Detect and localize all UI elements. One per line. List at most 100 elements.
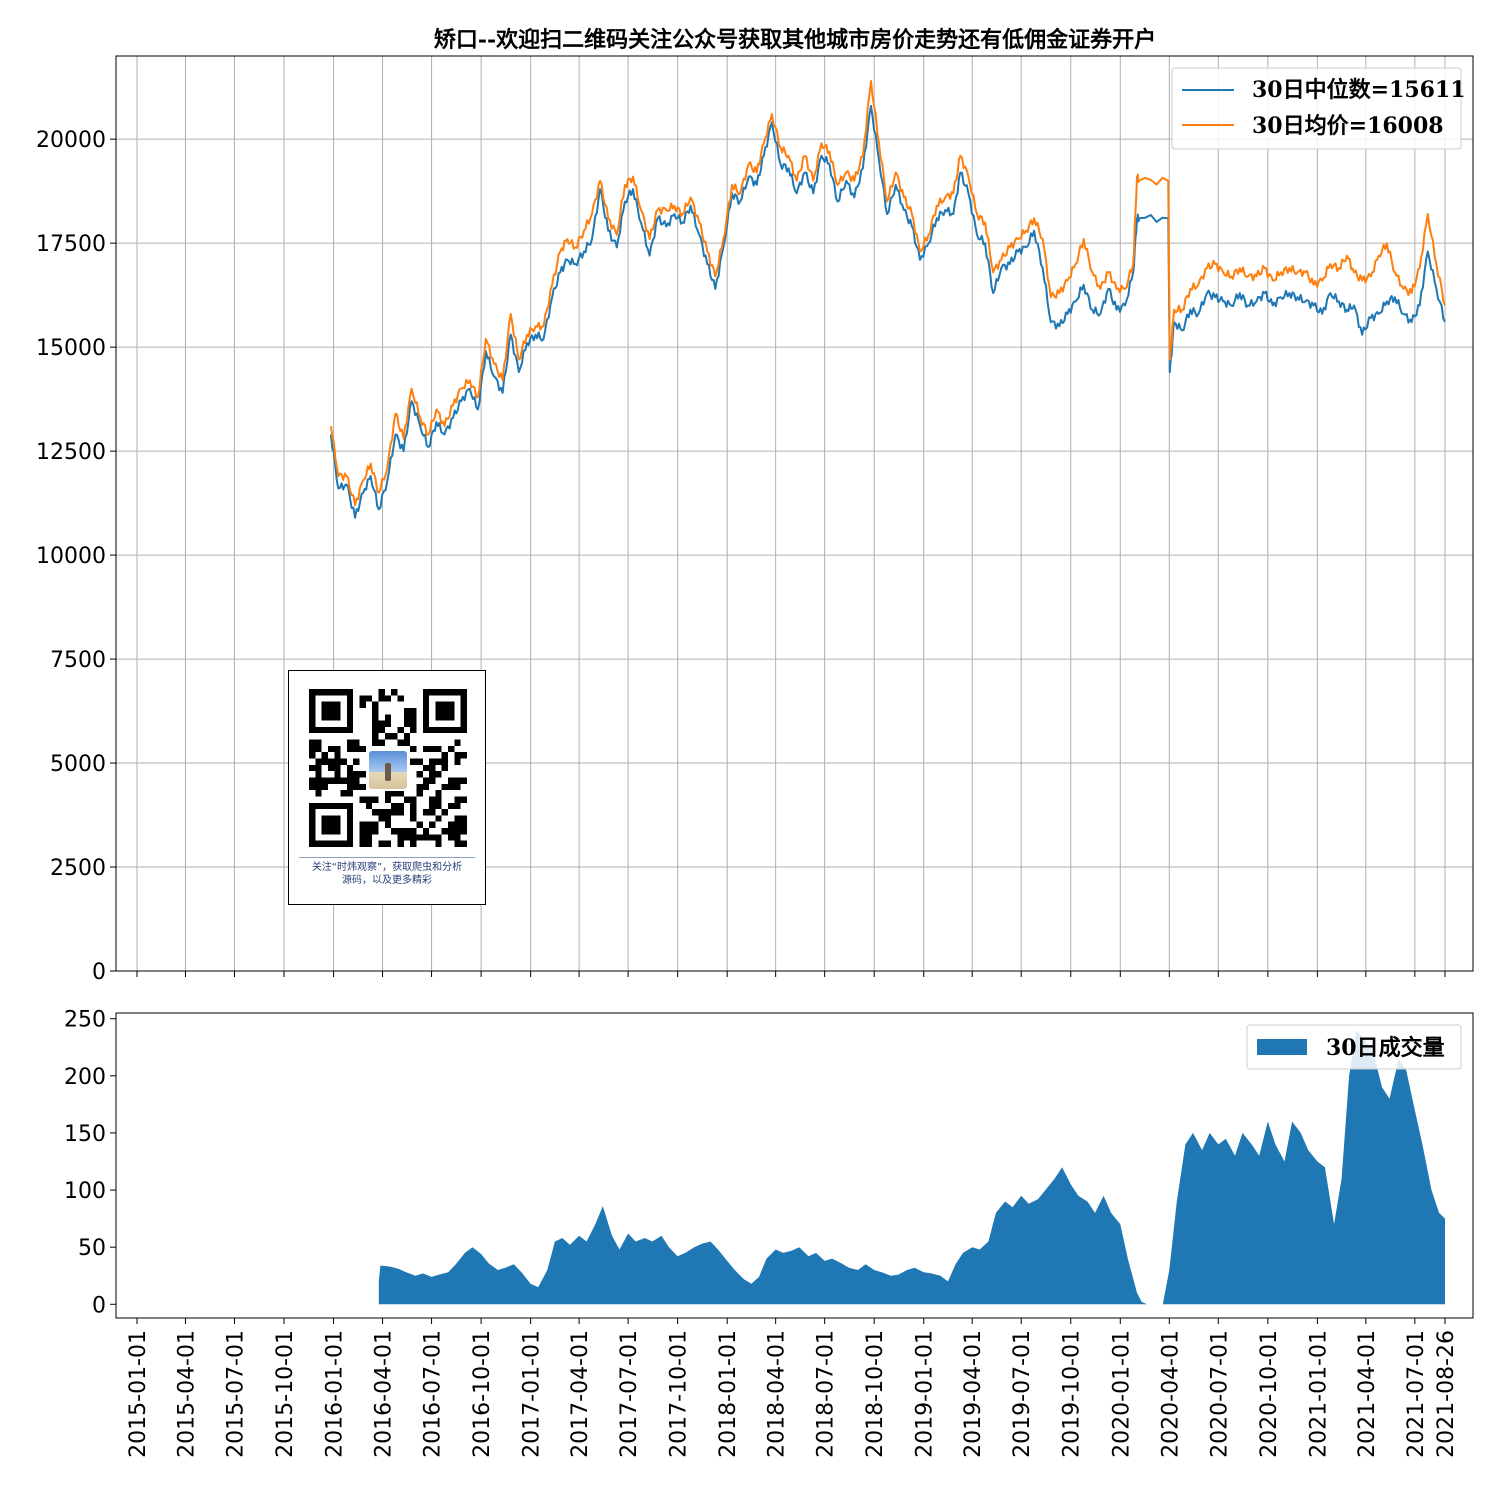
- qr-module: [448, 802, 455, 810]
- mean-price-line: [329, 80, 1446, 507]
- qr-module: [378, 726, 385, 734]
- qr-module: [340, 777, 347, 784]
- qr-module: [359, 828, 366, 835]
- qr-module: [384, 695, 392, 702]
- qr-module: [416, 790, 423, 797]
- qr-module: [334, 745, 341, 753]
- qr-avatar-photo: [367, 749, 409, 791]
- x-tick-label: 2020-01-01: [1109, 1330, 1134, 1458]
- qr-finder: [321, 701, 341, 721]
- qr-module: [391, 802, 398, 810]
- legend-swatch-volume: [1257, 1039, 1307, 1055]
- legend-label-median: 30日中位数=15611: [1252, 77, 1466, 103]
- qr-module: [315, 777, 322, 784]
- qr-module: [460, 752, 467, 759]
- x-tick-label: 2019-01-01: [913, 1330, 938, 1458]
- qr-module: [384, 714, 392, 721]
- x-tick-label: 2018-07-01: [814, 1330, 839, 1458]
- qr-module: [321, 777, 328, 784]
- qr-module: [441, 809, 449, 816]
- qr-module: [378, 720, 385, 727]
- qr-module: [391, 790, 398, 797]
- x-tick-label: 2016-10-01: [470, 1330, 495, 1458]
- qr-module: [410, 815, 417, 822]
- x-tick-label: 2017-07-01: [617, 1330, 642, 1458]
- qr-module: [365, 821, 373, 829]
- qr-module: [403, 720, 411, 727]
- qr-module: [309, 739, 316, 746]
- qr-module: [410, 720, 417, 727]
- y-tick-label: 7500: [50, 648, 106, 673]
- median-price-line: [329, 104, 1446, 519]
- qr-module: [435, 758, 442, 765]
- qr-module: [334, 752, 341, 759]
- qr-module: [397, 695, 404, 702]
- qr-module: [384, 720, 392, 727]
- qr-module: [454, 828, 461, 835]
- qr-module: [359, 834, 366, 841]
- qr-module: [353, 745, 360, 753]
- qr-module: [422, 809, 430, 816]
- qr-module: [346, 745, 354, 753]
- qr-module: [365, 802, 373, 810]
- qr-module: [321, 783, 328, 791]
- qr-module: [353, 777, 360, 784]
- qr-module: [365, 828, 373, 835]
- y-tick-label: 200: [64, 1065, 106, 1090]
- qr-module: [372, 828, 379, 835]
- qr-module: [454, 796, 461, 803]
- qr-module: [429, 802, 436, 810]
- x-tick-label: 2020-10-01: [1257, 1330, 1282, 1458]
- y-tick-label: 150: [64, 1122, 106, 1147]
- y-tick-label: 15000: [36, 336, 106, 361]
- qr-module: [340, 758, 347, 765]
- qr-module: [378, 689, 385, 696]
- y-tick-label: 5000: [50, 752, 106, 777]
- qr-module: [397, 828, 404, 835]
- qr-module: [334, 764, 341, 772]
- bottom-axes-frame: [115, 1012, 1474, 1319]
- qr-module: [353, 758, 360, 765]
- qr-module: [422, 783, 430, 791]
- qr-module: [448, 828, 455, 835]
- qr-module: [384, 733, 392, 740]
- qr-module: [309, 764, 316, 772]
- qr-module: [340, 790, 347, 797]
- qr-module: [429, 771, 436, 778]
- qr-module: [410, 726, 417, 734]
- qr-module: [454, 739, 461, 746]
- qr-module: [410, 714, 417, 721]
- qr-module: [353, 783, 360, 791]
- x-tick-label: 2015-01-01: [126, 1330, 151, 1458]
- qr-module: [391, 809, 398, 816]
- qr-module: [384, 796, 392, 803]
- qr-module: [327, 764, 335, 772]
- x-tick-label: 2017-01-01: [520, 1330, 545, 1458]
- qr-module: [429, 745, 436, 753]
- qr-module: [454, 834, 461, 841]
- qr-module: [372, 733, 379, 740]
- qr-module: [372, 821, 379, 829]
- top-legend-box: [1171, 67, 1462, 150]
- qr-module: [378, 739, 385, 746]
- x-tick-label: 2016-07-01: [421, 1330, 446, 1458]
- qr-module: [429, 834, 436, 841]
- qr-module: [454, 758, 461, 765]
- qr-module: [435, 840, 442, 847]
- qr-module: [416, 834, 423, 841]
- y-tick-label: 10000: [36, 544, 106, 569]
- x-tick-label: 2018-10-01: [863, 1330, 888, 1458]
- x-tick-label: 2015-10-01: [273, 1330, 298, 1458]
- qr-module: [448, 745, 455, 753]
- qr-module: [441, 764, 449, 772]
- qr-module: [346, 790, 354, 797]
- qr-module: [365, 840, 373, 847]
- top-x-ticks: [136, 971, 1446, 977]
- qr-module: [460, 821, 467, 829]
- qr-module: [359, 771, 366, 778]
- qr-module: [403, 714, 411, 721]
- top-series: [329, 80, 1446, 519]
- bottom-x-ticks: 2015-01-01 2015-04-01 2015-07-01 2015-10-01…: [126, 1318, 1459, 1458]
- y-tick-label: 250: [64, 1008, 106, 1033]
- qr-divider: [299, 857, 475, 858]
